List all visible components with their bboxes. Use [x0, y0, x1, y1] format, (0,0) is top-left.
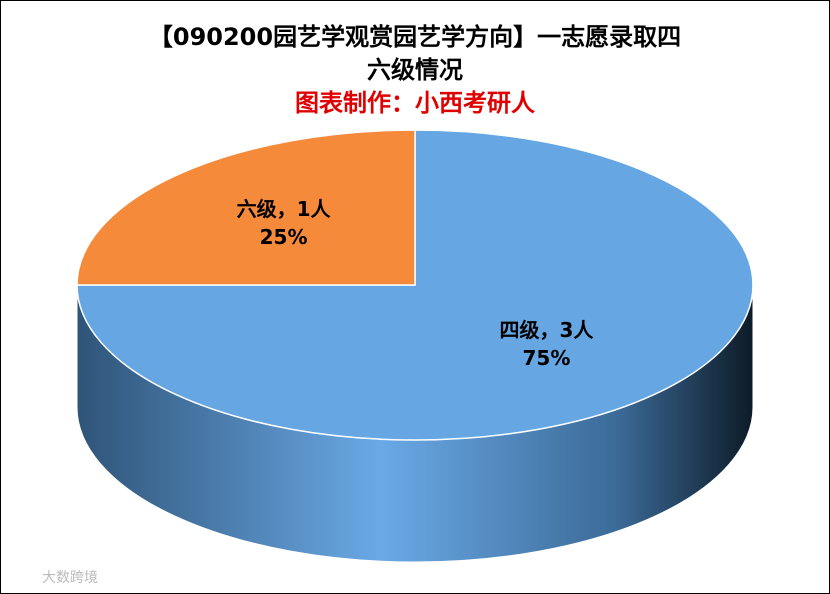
- slice: [76, 129, 416, 286]
- chart-title: 【090200园艺学观赏园艺学方向】一志愿录取四: [149, 23, 681, 51]
- value-label: 75%: [523, 346, 571, 370]
- data-label: 六级，1人: [237, 197, 332, 221]
- value-label: 25%: [260, 225, 308, 249]
- watermark: 大数跨境: [42, 570, 98, 586]
- data-label: 四级，3人: [499, 318, 594, 342]
- chart-subtitle: 图表制作：小西考研人: [295, 89, 535, 117]
- slice: [76, 129, 754, 441]
- chart-title: 六级情况: [367, 56, 463, 84]
